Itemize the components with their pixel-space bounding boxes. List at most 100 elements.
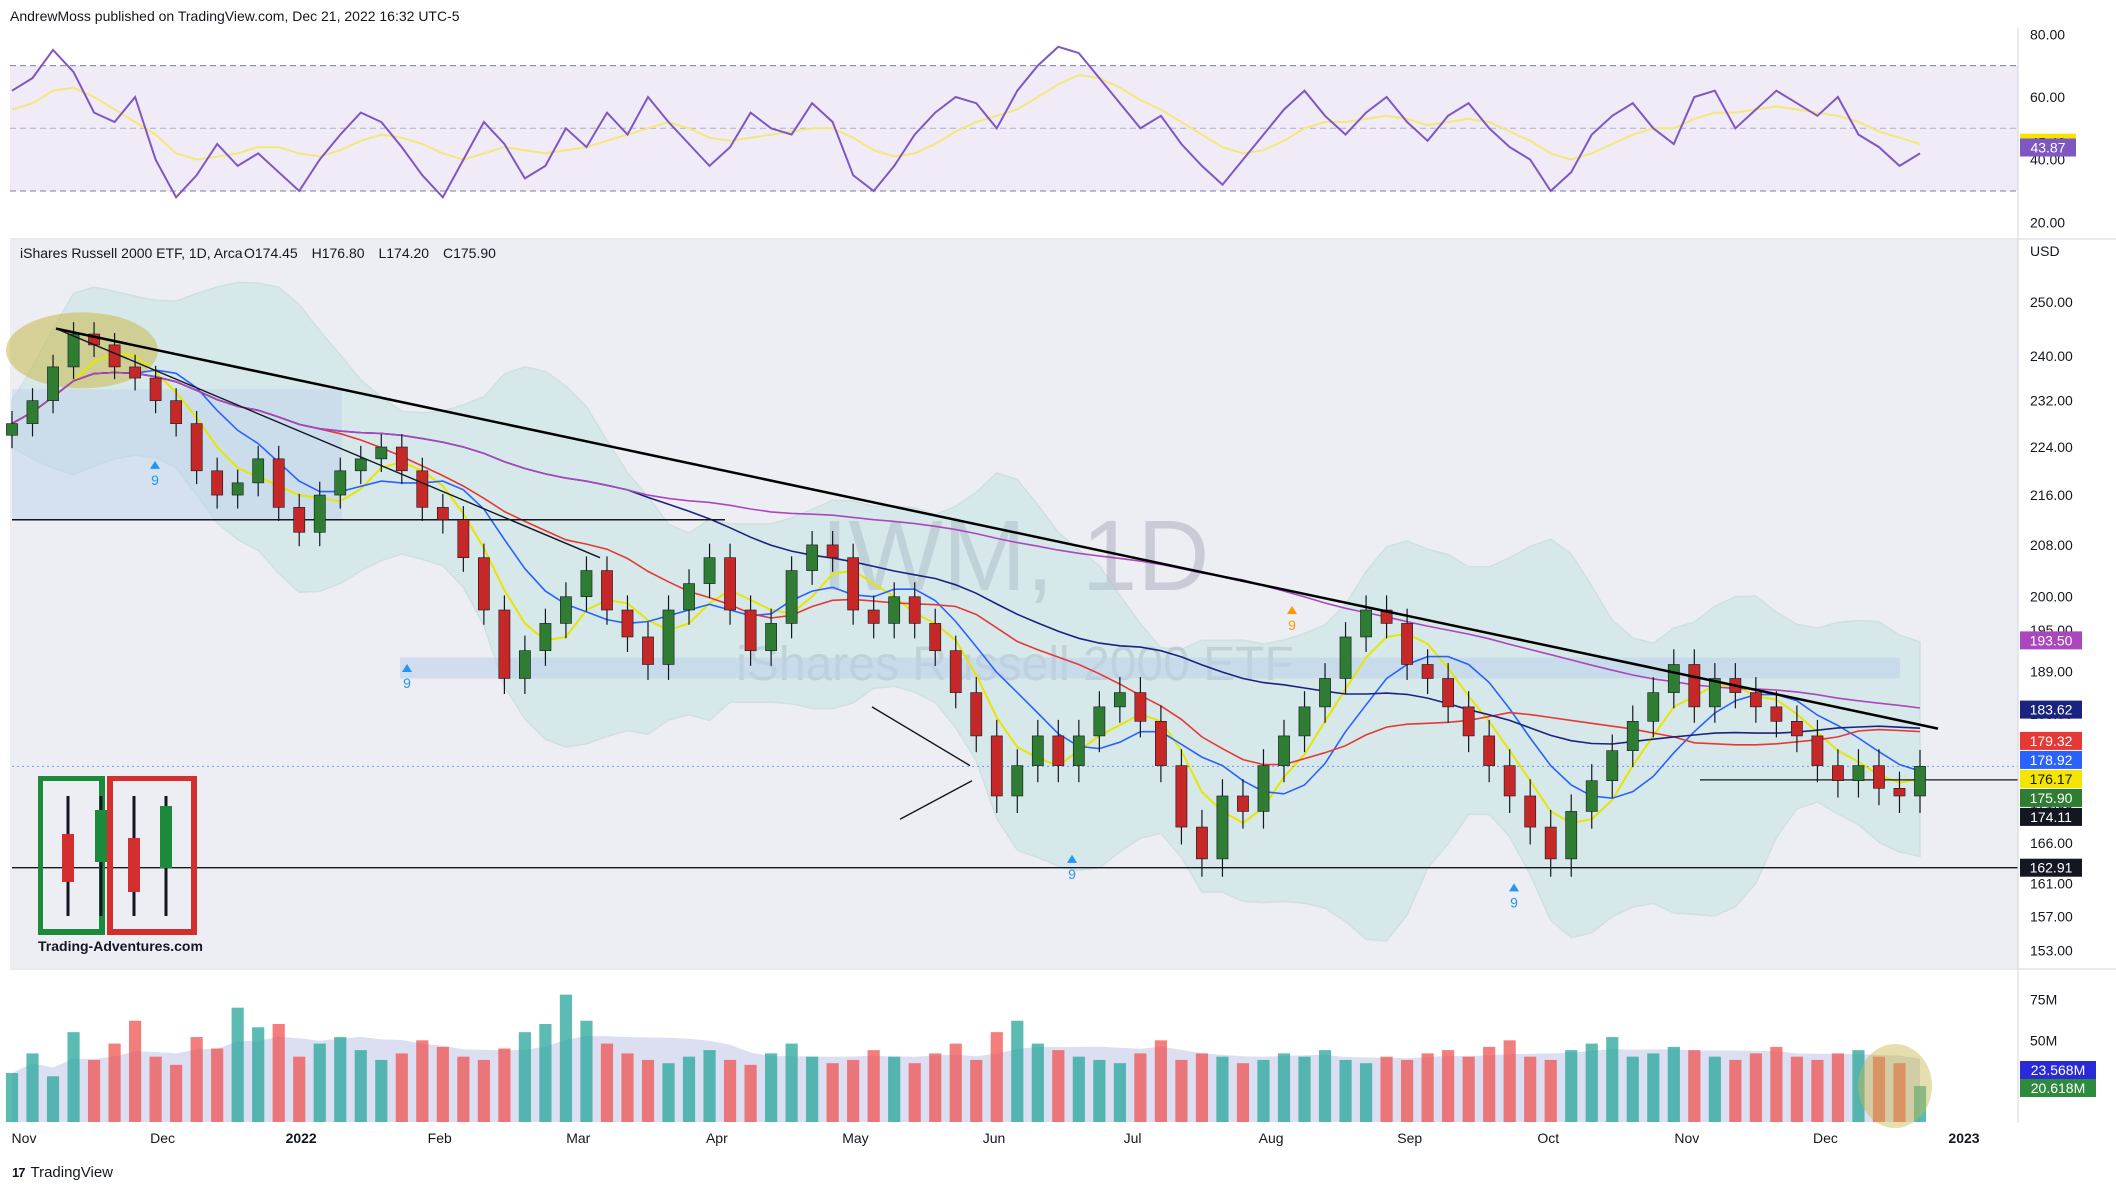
candle-body: [1647, 692, 1660, 722]
volume-bar: [395, 1053, 408, 1122]
volume-badge: [2020, 1061, 2096, 1079]
legend-ohlc: O174.45 H176.80 L174.20 C175.90: [244, 245, 496, 261]
time-axis-label: Dec: [150, 1130, 175, 1146]
sequence-count-label: 9: [151, 472, 159, 488]
candle-body: [1811, 735, 1824, 766]
volume-bar: [1647, 1053, 1660, 1122]
volume-bar: [1565, 1050, 1578, 1122]
volume-bar: [785, 1043, 798, 1122]
candle-body: [1791, 721, 1803, 737]
candle-body: [621, 609, 634, 638]
volume-bar: [5, 1073, 19, 1122]
volume-bar: [806, 1056, 819, 1122]
volume-bar: [867, 1050, 880, 1122]
price-badge-label: 178.92: [2030, 752, 2073, 768]
volume-bar: [272, 1024, 285, 1122]
volume-highlight-ellipse: [1858, 1044, 1932, 1128]
time-axis-label: Mar: [566, 1130, 590, 1146]
volume-bar: [1380, 1056, 1393, 1122]
volume-bar: [293, 1056, 306, 1122]
candle-body: [1667, 664, 1680, 693]
price-badge: [2020, 788, 2082, 807]
volume-panel[interactable]: 75M 50M 23.568M 20.618M: [5, 970, 2096, 1128]
volume-bar: [354, 1050, 367, 1122]
candle-body: [47, 366, 59, 401]
candle-body: [724, 557, 736, 611]
volume-bar: [1872, 1056, 1886, 1122]
volume-bar: [1401, 1059, 1414, 1122]
volume-bar: [1011, 1020, 1024, 1122]
time-axis[interactable]: Nov Dec 2022 Feb Mar Apr May Jun Jul Aug Sep Oct Nov…: [12, 1130, 1980, 1146]
volume-bar: [1093, 1059, 1106, 1122]
candle-body: [1113, 692, 1126, 708]
candle-body: [334, 470, 347, 496]
candle-body: [457, 519, 470, 558]
volume-bar: [1483, 1046, 1496, 1122]
volume-bar: [26, 1053, 39, 1122]
volume-bar: [1277, 1053, 1291, 1122]
candle-body: [436, 507, 449, 521]
time-axis-label: 2023: [1948, 1130, 1979, 1146]
candle-body: [1052, 735, 1065, 766]
candle-body: [170, 400, 183, 424]
candle-body: [744, 609, 757, 651]
volume-bar: [1524, 1056, 1537, 1122]
ohlc-h-value: 176.80: [322, 245, 365, 261]
candle-body: [313, 494, 326, 533]
volume-bar: [457, 1056, 470, 1122]
candle-body: [1339, 636, 1352, 679]
candle-body: [498, 609, 511, 679]
candle-body: [1749, 692, 1762, 708]
candle-body: [949, 650, 962, 693]
tradingview-logo-icon: 17: [12, 1165, 26, 1180]
rsi-badges: 45.4243.87: [2020, 133, 2076, 157]
volume-axis: 75M 50M: [2030, 992, 2057, 1049]
volume-bar: [703, 1050, 716, 1122]
price-tick-label: 157.00: [2030, 909, 2073, 925]
volume-bar: [600, 1043, 614, 1122]
volume-bar: [436, 1046, 449, 1122]
price-badge-label: 193.50: [2030, 632, 2073, 648]
candle-body: [1585, 780, 1598, 812]
candle-body: [395, 446, 408, 472]
volume-bar: [149, 1056, 162, 1122]
volume-bar: [1790, 1056, 1803, 1122]
candle-body: [1893, 788, 1906, 797]
volume-bar: [87, 1059, 101, 1122]
volume-badge-label: 23.568M: [2031, 1062, 2085, 1078]
candle-body: [1360, 609, 1372, 638]
volume-bar: [1298, 1056, 1311, 1122]
candle-body: [1462, 706, 1475, 737]
price-tick-label: 208.00: [2030, 537, 2073, 553]
time-axis-label: Apr: [706, 1130, 728, 1146]
volume-bar: [559, 994, 573, 1122]
candle-body: [129, 366, 141, 379]
candle-body: [1770, 706, 1783, 722]
volume-bar: [1708, 1056, 1721, 1122]
footer-brand[interactable]: 17 TradingView: [12, 1164, 113, 1181]
price-badge: [2020, 769, 2082, 788]
brand-logo-caption: Trading-Adventures.com: [38, 938, 203, 954]
candle-body: [231, 482, 244, 496]
candle-body: [642, 636, 654, 665]
ohlc-l-value: 174.20: [386, 245, 429, 261]
volume-bar: [1257, 1059, 1270, 1122]
time-axis-label: Dec: [1813, 1130, 1838, 1146]
volume-tick-label: 50M: [2030, 1032, 2057, 1048]
volume-bars: [5, 994, 1927, 1122]
volume-bar: [1052, 1050, 1065, 1122]
candle-body: [1011, 765, 1024, 797]
volume-bar: [1770, 1046, 1783, 1122]
candle-body: [272, 458, 285, 508]
candle-body: [1832, 765, 1844, 782]
candle-body: [970, 692, 983, 737]
time-axis-label: 2022: [286, 1130, 317, 1146]
volume-bar: [477, 1059, 490, 1122]
volume-bar: [334, 1037, 347, 1122]
candle-body: [1873, 765, 1885, 789]
volume-bar: [170, 1064, 183, 1122]
volume-bar: [1626, 1056, 1639, 1122]
